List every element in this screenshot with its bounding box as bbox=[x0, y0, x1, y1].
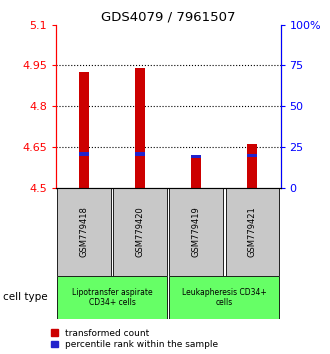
Text: GSM779419: GSM779419 bbox=[192, 206, 201, 257]
Text: Leukapheresis CD34+
cells: Leukapheresis CD34+ cells bbox=[182, 288, 267, 307]
Bar bbox=[191, 154, 201, 188]
Title: GDS4079 / 7961507: GDS4079 / 7961507 bbox=[101, 11, 236, 24]
Bar bbox=[135, 152, 145, 156]
Legend: transformed count, percentile rank within the sample: transformed count, percentile rank withi… bbox=[51, 329, 218, 349]
Bar bbox=[248, 154, 257, 157]
Bar bbox=[248, 144, 257, 188]
Bar bbox=[191, 155, 201, 158]
Text: GSM779420: GSM779420 bbox=[136, 206, 145, 257]
Text: GSM779421: GSM779421 bbox=[248, 206, 257, 257]
Bar bbox=[57, 188, 111, 276]
Text: cell type: cell type bbox=[3, 292, 48, 302]
Bar bbox=[113, 188, 167, 276]
Bar bbox=[225, 188, 280, 276]
Bar bbox=[135, 68, 145, 188]
Bar bbox=[79, 152, 89, 156]
Text: Lipotransfer aspirate
CD34+ cells: Lipotransfer aspirate CD34+ cells bbox=[72, 288, 152, 307]
Bar bbox=[169, 276, 280, 319]
Bar bbox=[79, 72, 89, 188]
Bar bbox=[169, 188, 223, 276]
Text: GSM779418: GSM779418 bbox=[80, 206, 89, 257]
Bar bbox=[57, 276, 167, 319]
